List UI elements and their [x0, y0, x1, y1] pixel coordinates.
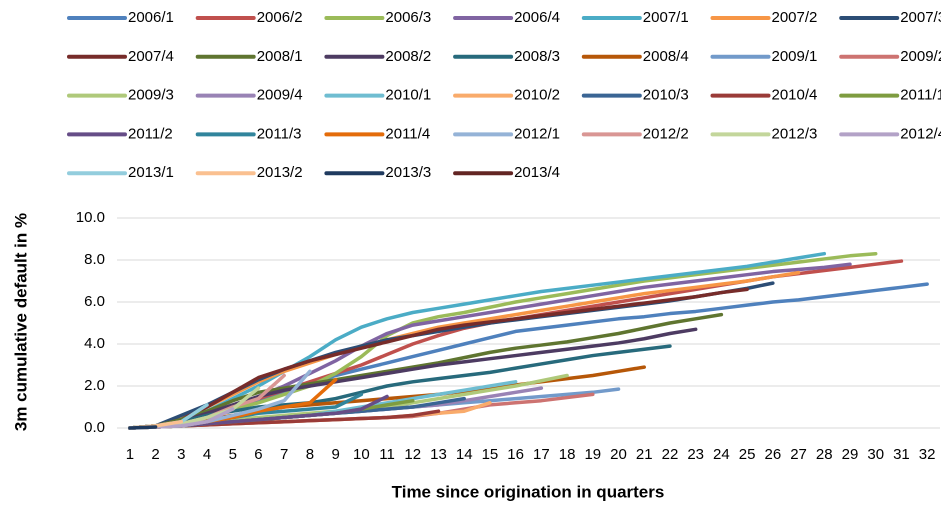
x-tick-label: 7 [280, 446, 288, 463]
legend-label: 2013/3 [385, 164, 431, 181]
x-tick-label: 31 [893, 446, 910, 463]
legend-label: 2009/2 [900, 48, 941, 65]
x-tick-label: 28 [816, 446, 833, 463]
x-tick-label: 9 [331, 446, 339, 463]
legend-label: 2010/4 [772, 87, 818, 104]
legend-label: 2011/3 [257, 125, 302, 142]
y-axis-title: 3m cumulative default in % [11, 213, 30, 431]
x-tick-label: 17 [533, 446, 550, 463]
legend-label: 2010/2 [514, 87, 560, 104]
y-tick-label: 10.0 [76, 209, 105, 226]
legend-label: 2013/2 [257, 164, 303, 181]
x-tick-label: 22 [662, 446, 679, 463]
series-line [128, 327, 698, 430]
y-tick-label: 8.0 [84, 251, 105, 268]
x-tick-label: 12 [404, 446, 421, 463]
legend-label: 2013/1 [128, 164, 174, 181]
y-tick-label: 0.0 [84, 419, 105, 436]
x-tick-label: 23 [687, 446, 704, 463]
legend-label: 2009/1 [772, 48, 818, 65]
series-line [128, 251, 827, 430]
legend-label: 2007/1 [643, 9, 689, 26]
x-tick-label: 15 [482, 446, 499, 463]
legend-label: 2009/3 [128, 87, 174, 104]
legend-label: 2008/4 [643, 48, 689, 65]
x-tick-label: 19 [584, 446, 601, 463]
x-tick-label: 21 [636, 446, 653, 463]
x-tick-label: 32 [919, 446, 936, 463]
legend-label: 2010/1 [385, 87, 431, 104]
legend-label: 2012/2 [643, 125, 689, 142]
x-tick-label: 24 [713, 446, 730, 463]
x-tick-label: 20 [610, 446, 627, 463]
y-tick-label: 2.0 [84, 377, 105, 394]
legend-label: 2006/3 [385, 9, 431, 26]
legend-label: 2006/4 [514, 9, 560, 26]
y-tick-label: 4.0 [84, 335, 105, 352]
x-tick-label: 8 [306, 446, 314, 463]
legend-label: 2011/1 [900, 87, 941, 104]
legend-label: 2012/4 [900, 125, 941, 142]
series-line [128, 287, 749, 430]
series-line [128, 425, 158, 430]
legend-label: 2011/2 [128, 125, 173, 142]
x-axis-title: Time since origination in quarters [392, 482, 665, 501]
legend-label: 2006/1 [128, 9, 174, 26]
x-tick-label: 5 [229, 446, 237, 463]
series-line [128, 251, 878, 430]
legend-label: 2006/2 [257, 9, 303, 26]
x-tick-label: 27 [790, 446, 807, 463]
x-tick-label: 2 [151, 446, 159, 463]
x-tick-label: 29 [842, 446, 859, 463]
x-tick-label: 30 [867, 446, 884, 463]
x-tick-label: 6 [254, 446, 262, 463]
series-line [128, 270, 801, 430]
x-tick-label: 13 [430, 446, 447, 463]
legend-label: 2012/3 [772, 125, 818, 142]
x-tick-label: 4 [203, 446, 211, 463]
legend-label: 2007/2 [772, 9, 818, 26]
x-tick-label: 1 [126, 446, 134, 463]
x-tick-label: 3 [177, 446, 185, 463]
x-tick-label: 14 [456, 446, 473, 463]
legend-label: 2010/3 [643, 87, 689, 104]
y-tick-label: 6.0 [84, 293, 105, 310]
legend-label: 2012/1 [514, 125, 560, 142]
legend-label: 2008/2 [385, 48, 431, 65]
legend-label: 2008/3 [514, 48, 560, 65]
legend-label: 2007/3 [900, 9, 941, 26]
x-tick-label: 18 [559, 446, 576, 463]
series-line [128, 312, 724, 430]
x-tick-label: 26 [764, 446, 781, 463]
legend-label: 2013/4 [514, 164, 560, 181]
x-tick-label: 25 [739, 446, 756, 463]
legend-label: 2008/1 [257, 48, 303, 65]
legend-label: 2007/4 [128, 48, 174, 65]
x-tick-label: 10 [353, 446, 370, 463]
x-tick-label: 16 [507, 446, 524, 463]
legend-label: 2009/4 [257, 87, 303, 104]
x-tick-label: 11 [379, 446, 395, 463]
legend-label: 2011/4 [385, 125, 430, 142]
series-line [128, 282, 929, 430]
